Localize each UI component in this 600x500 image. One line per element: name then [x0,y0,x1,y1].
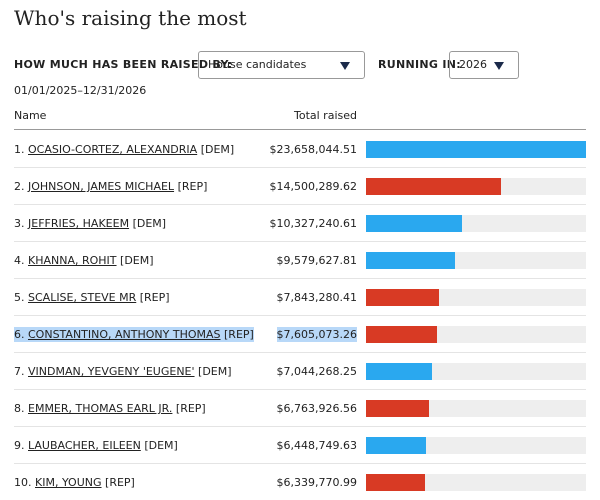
row-rule [14,426,586,427]
name-part: 6. [14,328,25,341]
bar [366,326,437,343]
name-part: 10. [14,476,32,489]
name-part: 4. [14,254,25,267]
name-part[interactable]: KIM, YOUNG [35,476,102,489]
bar [366,474,425,491]
name-part[interactable]: KHANNA, ROHIT [28,254,117,267]
row-rule [14,278,586,279]
bar [366,289,439,306]
name-part: [REP] [175,402,206,415]
name-part: 5. [14,291,25,304]
name-part[interactable]: JOHNSON, JAMES MICHAEL [28,180,175,193]
bar [366,400,429,417]
name-part: [DEM] [198,365,232,378]
select-value: 2026 [459,58,487,71]
name-part: [DEM] [144,439,178,452]
name-part: [DEM] [132,217,167,230]
filter-label: HOW MUCH HAS BEEN RAISED BY: [14,58,233,71]
candidate-name: 6. CONSTANTINO, ANTHONY THOMAS [REP] [14,327,254,342]
row-rule [14,389,586,390]
bar [366,215,463,232]
total-raised: $7,044,268.25 [276,365,357,378]
name-part: 2. [14,180,25,193]
raised-by-select[interactable]: House candidates [198,51,365,79]
name-part: 9. [14,439,25,452]
candidate-name: 5. SCALISE, STEVE MR [REP] [14,290,170,305]
filter-label: RUNNING IN: [378,58,461,71]
name-part[interactable]: LAUBACHER, EILEEN [28,439,141,452]
candidate-name: 7. VINDMAN, YEVGENY 'EUGENE' [DEM] [14,364,232,379]
name-part: [REP] [105,476,135,489]
name-part: 1. [14,143,25,156]
candidate-name: 8. EMMER, THOMAS EARL JR. [REP] [14,401,206,416]
candidate-name: 10. KIM, YOUNG [REP] [14,475,135,490]
name-part: 7. [14,365,25,378]
name-part: [DEM] [200,143,235,156]
candidate-name: 2. JOHNSON, JAMES MICHAEL [REP] [14,179,207,194]
total-raised: $23,658,044.51 [269,143,357,156]
header-rule [14,129,586,130]
bar [366,363,432,380]
date-range: 01/01/2025–12/31/2026 [14,84,147,97]
candidate-name: 9. LAUBACHER, EILEEN [DEM] [14,438,178,453]
name-part: [REP] [139,291,170,304]
column-header: Name [14,109,47,122]
title: Who's raising the most [14,6,247,30]
row-rule [14,241,586,242]
bar [366,437,426,454]
total-raised: $6,339,770.99 [276,476,357,489]
name-part: [DEM] [120,254,154,267]
total-raised: $6,763,926.56 [276,402,357,415]
select-value: House candidates [208,58,307,71]
total-raised: $7,843,280.41 [276,291,357,304]
column-header: Total raised [294,109,357,122]
name-part: 3. [14,217,25,230]
name-part: [REP] [224,328,254,341]
total-raised: $10,327,240.61 [269,217,357,230]
name-part[interactable]: VINDMAN, YEVGENY 'EUGENE' [28,365,195,378]
name-part[interactable]: OCASIO-CORTEZ, ALEXANDRIA [28,143,198,156]
bar [366,141,586,158]
row-rule [14,167,586,168]
total-raised: $14,500,289.62 [269,180,357,193]
name-part[interactable]: CONSTANTINO, ANTHONY THOMAS [28,328,221,341]
total-raised: $9,579,627.81 [276,254,357,267]
running-in-select[interactable]: 2026 [449,51,519,79]
name-part[interactable]: EMMER, THOMAS EARL JR. [28,402,173,415]
candidate-name: 4. KHANNA, ROHIT [DEM] [14,253,154,268]
candidate-name: 3. JEFFRIES, HAKEEM [DEM] [14,216,166,231]
name-part[interactable]: SCALISE, STEVE MR [28,291,137,304]
bar [366,178,501,195]
total-raised: $6,448,749.63 [276,439,357,452]
row-rule [14,315,586,316]
row-rule [14,352,586,353]
bar [366,252,456,269]
total-raised: $7,605,073.26 [276,327,357,342]
name-part[interactable]: JEFFRIES, HAKEEM [28,217,130,230]
row-rule [14,204,586,205]
name-part: 8. [14,402,25,415]
name-part: [REP] [177,180,208,193]
candidate-name: 1. OCASIO-CORTEZ, ALEXANDRIA [DEM] [14,142,234,157]
row-rule [14,463,586,464]
